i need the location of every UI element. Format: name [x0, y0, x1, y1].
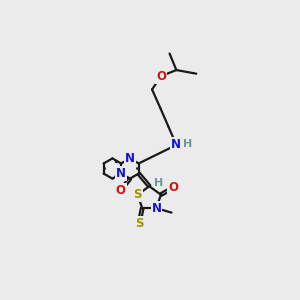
- Text: H: H: [183, 139, 192, 149]
- Text: H: H: [154, 178, 164, 188]
- Text: S: S: [135, 217, 143, 230]
- Text: N: N: [125, 152, 135, 165]
- Text: N: N: [152, 202, 161, 215]
- Text: O: O: [116, 184, 126, 197]
- Text: O: O: [168, 181, 178, 194]
- Text: S: S: [134, 188, 142, 201]
- Text: N: N: [171, 138, 182, 152]
- Text: O: O: [156, 70, 166, 83]
- Text: N: N: [116, 167, 126, 180]
